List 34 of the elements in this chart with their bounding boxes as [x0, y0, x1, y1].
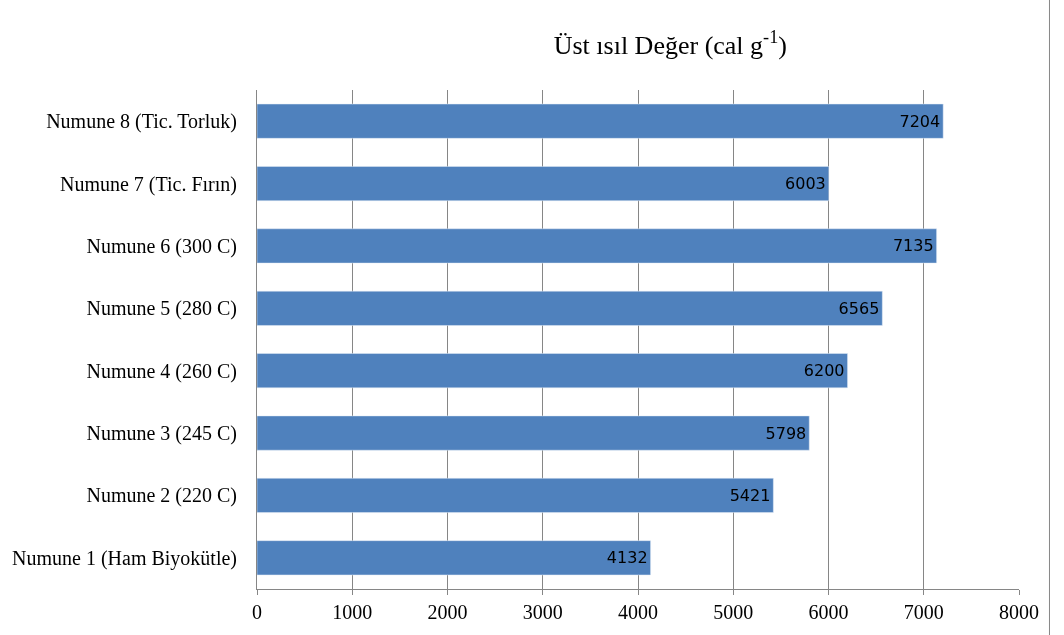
bar [257, 353, 848, 389]
y-tick-label: Numune 8 (Tic. Torluk) [46, 110, 237, 134]
x-tick-label: 6000 [808, 601, 849, 623]
x-tick-label: 8000 [999, 601, 1039, 623]
y-tick-label: Numune 3 (245 C) [86, 422, 237, 446]
data-label: 6200 [803, 361, 845, 381]
chart-title: Üst ısıl Değer (cal g$^{-1}$) [553, 26, 787, 60]
y-tick-label: Numune 1 (Ham Biyokütle) [12, 546, 237, 570]
bar [257, 415, 810, 451]
bar [257, 478, 774, 513]
data-label: 7135 [892, 236, 934, 256]
bar [257, 103, 944, 139]
data-label: 5421 [729, 485, 771, 505]
data-label: 7204 [899, 111, 941, 131]
x-tick-label: 7000 [903, 601, 944, 623]
y-tick-label: Numune 5 (280 C) [86, 297, 237, 321]
y-tick-label: Numune 6 (300 C) [86, 234, 237, 258]
y-tick-label: Numune 4 (260 C) [86, 359, 237, 383]
x-tick-label: 0 [252, 601, 262, 623]
bar [257, 166, 830, 201]
x-tick-label: 1000 [332, 601, 373, 623]
data-label: 4132 [606, 548, 648, 568]
bar [257, 540, 651, 576]
data-label: 5798 [765, 423, 807, 443]
data-label: 6003 [785, 174, 826, 194]
data-label: 6565 [838, 298, 880, 318]
x-tick-label: 2000 [427, 601, 468, 623]
y-tick-label: Numune 2 (220 C) [86, 484, 237, 508]
bar [257, 228, 937, 264]
bar [257, 290, 883, 326]
y-tick-label: Numune 7 (Tic. Fırın) [59, 172, 237, 196]
x-tick-label: 3000 [522, 601, 563, 623]
x-tick-label: 5000 [713, 601, 754, 623]
x-tick-label: 4000 [618, 601, 658, 623]
